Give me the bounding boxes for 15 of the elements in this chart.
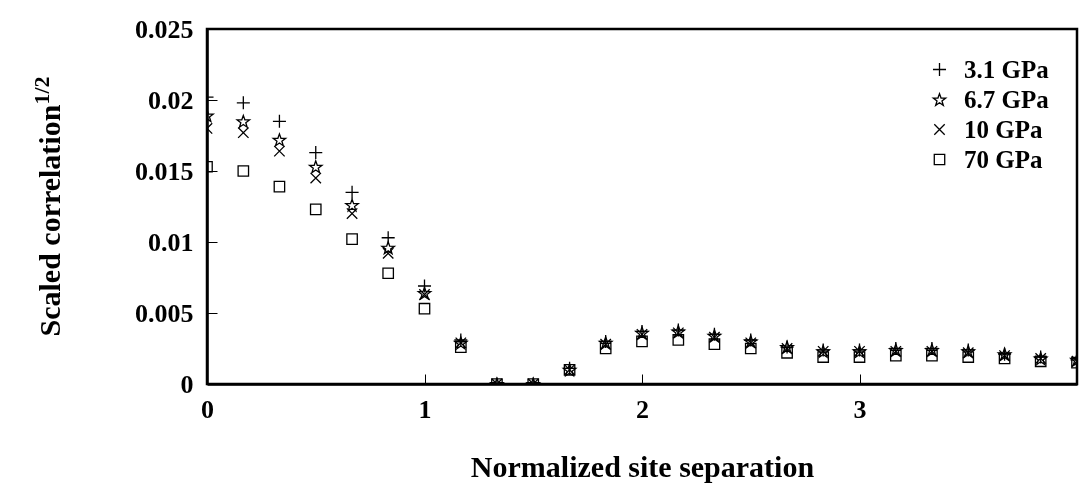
y-tick-label: 0.015	[135, 156, 194, 186]
legend-label: 6.7 GPa	[964, 85, 1050, 113]
x-axis-title: Normalized site separation	[470, 449, 815, 483]
x-tick-label: 2	[636, 394, 649, 424]
legend-label: 10 GPa	[964, 115, 1043, 143]
y-tick-label: 0.01	[148, 227, 194, 257]
y-tick-label: 0.025	[135, 14, 194, 44]
y-tick-label: 0.005	[135, 298, 194, 328]
x-tick-label: 3	[853, 394, 867, 424]
legend-label: 70 GPa	[964, 145, 1043, 173]
legend-label: 3.1 GPa	[964, 55, 1050, 83]
x-tick-label: 1	[418, 394, 432, 424]
y-tick-label: 0	[180, 369, 194, 399]
x-tick-label: 0	[201, 394, 214, 424]
y-tick-label: 0.02	[148, 85, 194, 115]
